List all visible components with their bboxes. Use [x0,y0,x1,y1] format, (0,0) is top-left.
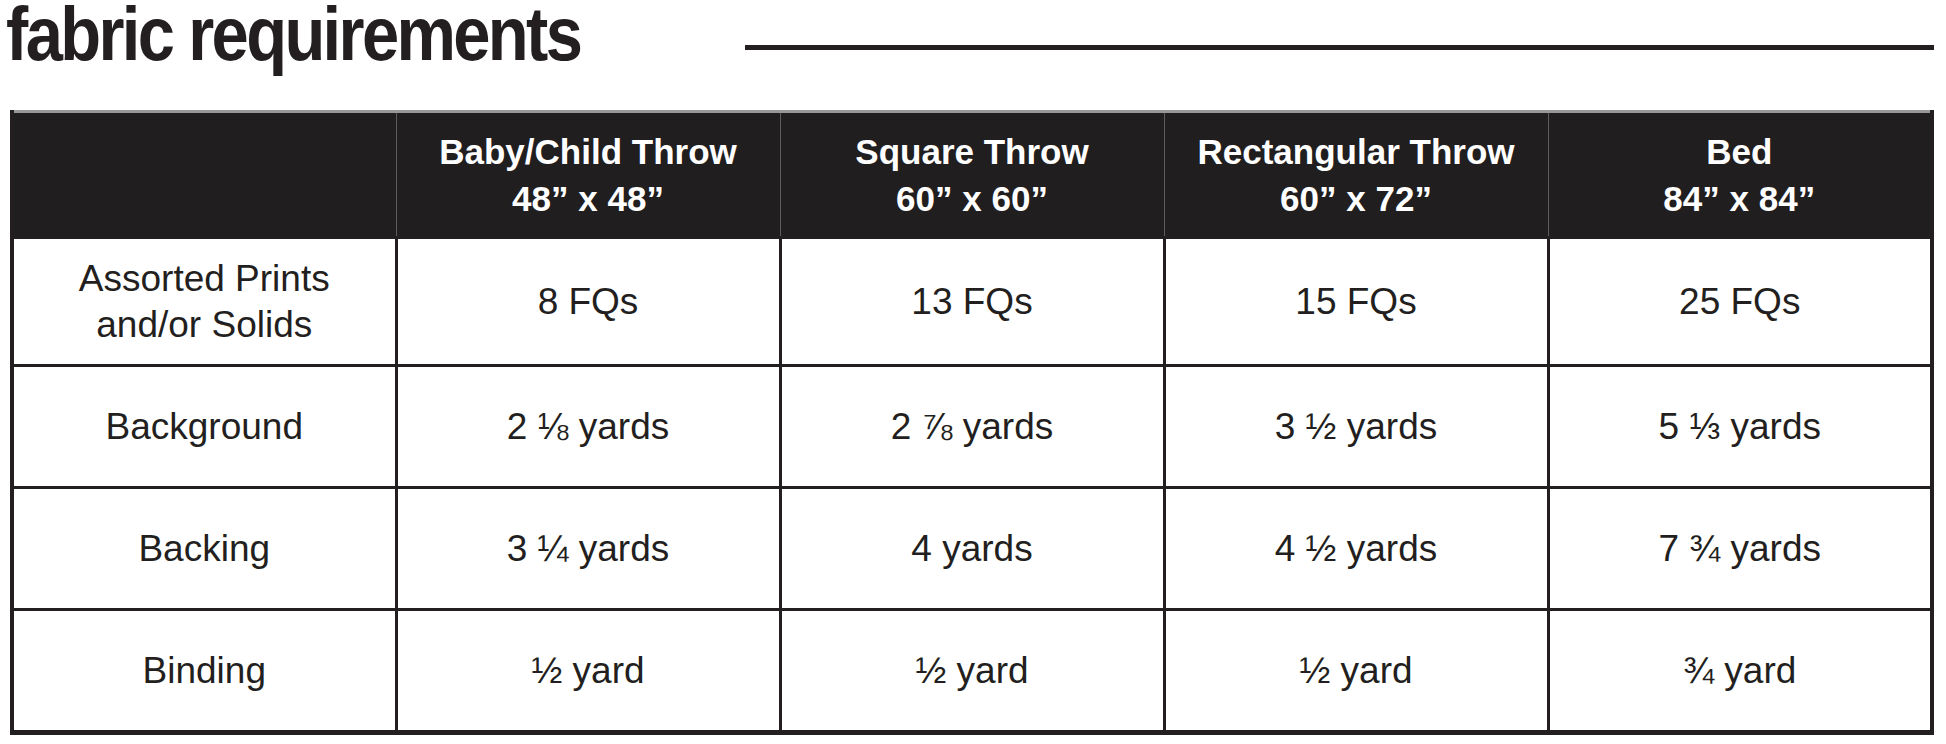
row-label: Background [12,366,396,488]
row-label-line: Binding [14,648,395,694]
header-cell-baby-child-throw: Baby/Child Throw 48” x 48” [396,112,780,238]
table-row-binding: Binding ½ yard ½ yard ½ yard ¾ yard [12,610,1932,733]
row-label-line: Backing [14,526,395,572]
header-cell-rectangular-throw: Rectangular Throw 60” x 72” [1164,112,1548,238]
value-cell: 15 FQs [1164,238,1548,366]
header-cell-blank [12,112,396,238]
value-cell: 4 ½ yards [1164,488,1548,610]
row-label: Assorted Prints and/or Solids [12,238,396,366]
row-label: Backing [12,488,396,610]
column-name: Baby/Child Throw [397,128,780,175]
column-size: 84” x 84” [1549,175,1931,222]
column-size: 60” x 72” [1165,175,1548,222]
column-name: Rectangular Throw [1165,128,1548,175]
value-cell: 2 ⅞ yards [780,366,1164,488]
column-size: 48” x 48” [397,175,780,222]
header-cell-bed: Bed 84” x 84” [1548,112,1932,238]
value-cell: 4 yards [780,488,1164,610]
table-row-assorted-prints: Assorted Prints and/or Solids 8 FQs 13 F… [12,238,1932,366]
value-cell: ½ yard [780,610,1164,733]
column-name: Bed [1549,128,1931,175]
value-cell: 7 ¾ yards [1548,488,1932,610]
value-cell: ½ yard [1164,610,1548,733]
table-row-backing: Backing 3 ¼ yards 4 yards 4 ½ yards 7 ¾ … [12,488,1932,610]
table-row-background: Background 2 ⅛ yards 2 ⅞ yards 3 ½ yards… [12,366,1932,488]
row-label-line: and/or Solids [14,302,395,348]
value-cell: 8 FQs [396,238,780,366]
row-label-line: Background [14,404,395,450]
value-cell: 13 FQs [780,238,1164,366]
row-label-line: Assorted Prints [14,256,395,302]
value-cell: 3 ¼ yards [396,488,780,610]
value-cell: ½ yard [396,610,780,733]
document-page: fabric requirements Baby/Child Throw 48”… [0,0,1946,744]
row-label: Binding [12,610,396,733]
value-cell: ¾ yard [1548,610,1932,733]
page-title: fabric requirements [6,0,580,74]
column-size: 60” x 60” [781,175,1164,222]
value-cell: 25 FQs [1548,238,1932,366]
value-cell: 5 ⅓ yards [1548,366,1932,488]
value-cell: 2 ⅛ yards [396,366,780,488]
fabric-requirements-table: Baby/Child Throw 48” x 48” Square Throw … [10,110,1934,735]
header-cell-square-throw: Square Throw 60” x 60” [780,112,1164,238]
table-header-row: Baby/Child Throw 48” x 48” Square Throw … [12,112,1932,238]
column-name: Square Throw [781,128,1164,175]
title-rule [745,45,1934,50]
value-cell: 3 ½ yards [1164,366,1548,488]
